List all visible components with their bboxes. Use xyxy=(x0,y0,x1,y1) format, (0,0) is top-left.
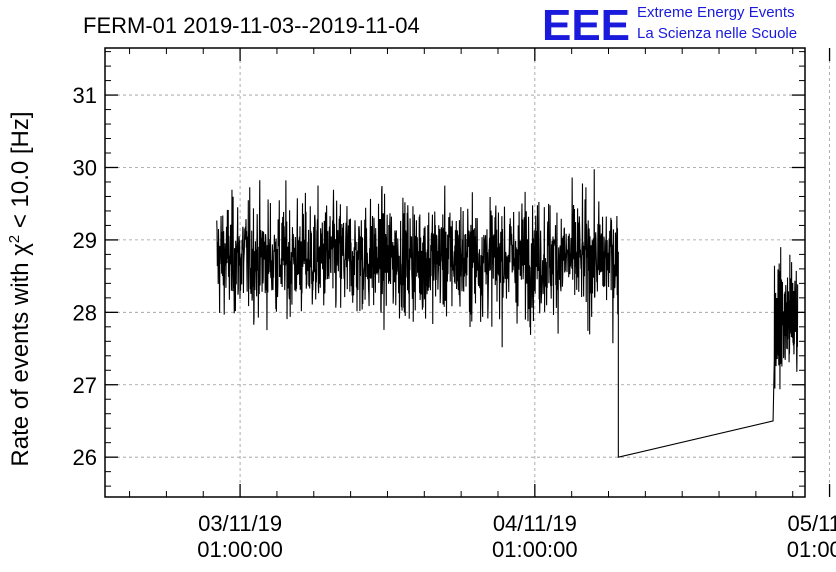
y-tick-label: 30 xyxy=(73,155,97,180)
eee-logo-line2: La Scienza nelle Scuole xyxy=(637,25,797,42)
eee-logo: EEE Extreme Energy Events La Scienza nel… xyxy=(542,1,797,50)
rate-series-line xyxy=(216,169,799,458)
y-tick-label: 26 xyxy=(73,445,97,470)
x-tick-label-time: 01:00:00 xyxy=(492,537,578,562)
plot-frame xyxy=(104,47,806,498)
y-tick-label: 27 xyxy=(73,373,97,398)
ticks-layer xyxy=(105,48,831,497)
x-tick-label-date: 04/11/19 xyxy=(493,511,577,536)
x-tick-label-date: 05/11/19 xyxy=(788,511,836,536)
y-tick-label: 28 xyxy=(73,300,97,325)
y-axis-label-symbol: χ xyxy=(7,243,34,256)
y-axis-label-sup: 2 xyxy=(6,235,23,243)
x-tick-label-date: 03/11/19 xyxy=(198,511,282,536)
eee-logo-mark: EEE xyxy=(542,1,630,50)
y-tick-label: 31 xyxy=(73,83,97,108)
chart-title: FERM-01 2019-11-03--2019-11-04 xyxy=(83,13,420,38)
labels-layer: 26272829303103/11/1901:00:0004/11/1901:0… xyxy=(73,83,836,562)
y-axis-label-main: Rate of events with xyxy=(7,256,34,467)
x-tick-label-time: 01:00:00 xyxy=(197,537,283,562)
y-axis-label-tail: < 10.0 [Hz] xyxy=(7,111,34,234)
eee-logo-line1: Extreme Energy Events xyxy=(637,4,795,21)
series-layer xyxy=(216,169,799,458)
x-tick-label-time: 01:00:00 xyxy=(787,537,836,562)
y-tick-label: 29 xyxy=(73,228,97,253)
y-axis-label: Rate of events with χ2 < 10.0 [Hz] xyxy=(6,111,34,466)
